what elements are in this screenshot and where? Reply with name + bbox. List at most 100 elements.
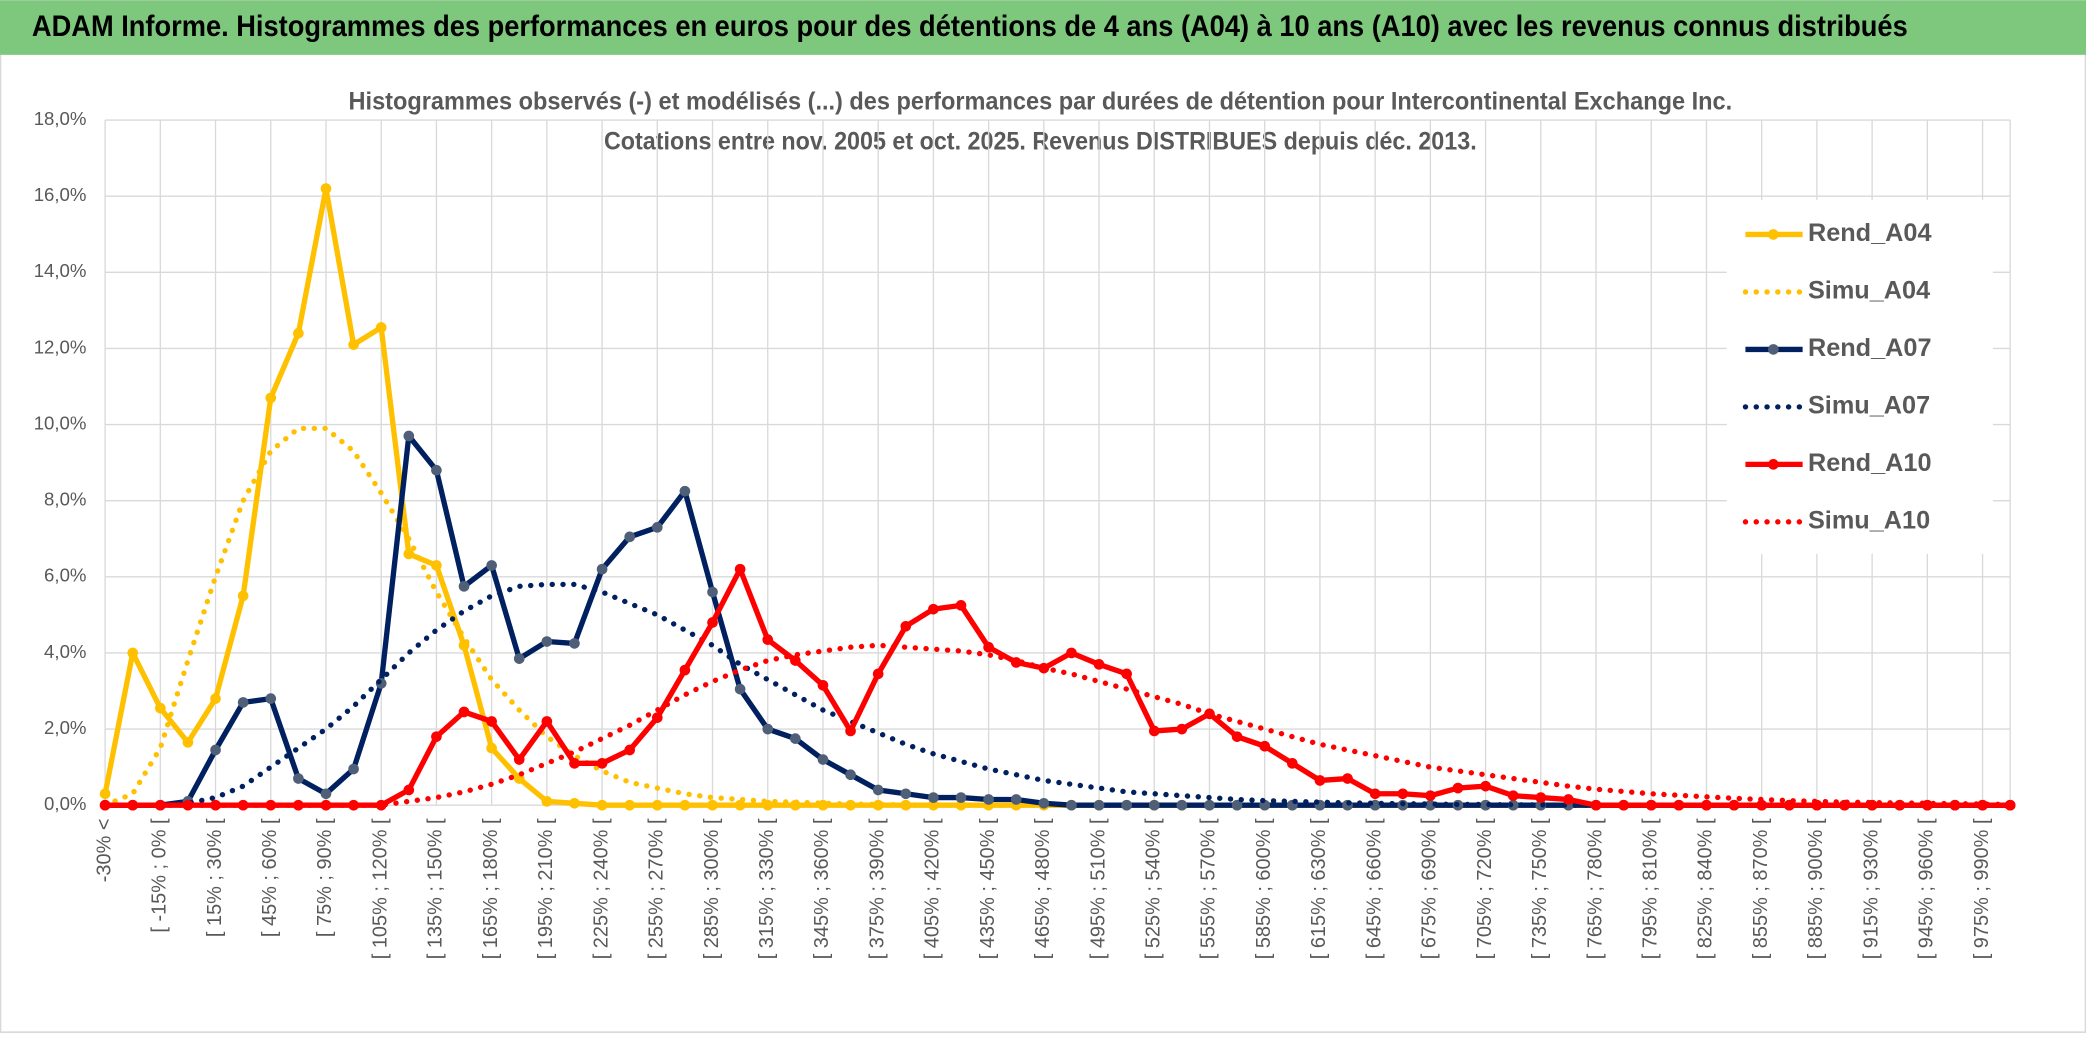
- data-point: [486, 742, 497, 754]
- y-tick-label: 14,0%: [34, 260, 87, 281]
- legend-marker: [1768, 344, 1779, 355]
- data-point: [265, 693, 277, 704]
- data-point: [293, 773, 304, 784]
- data-point: [541, 796, 553, 807]
- data-point: [1425, 790, 1436, 801]
- x-tick-label: [ 825% ; 840% [: [1695, 818, 1717, 959]
- data-point: [513, 653, 525, 664]
- x-tick-label: [ 525% ; 540% [: [1143, 818, 1165, 959]
- data-point: [513, 754, 525, 765]
- data-point: [403, 430, 415, 442]
- chart-subtitle: Cotations entre nov. 2005 et oct. 2025. …: [604, 127, 1477, 155]
- legend-label: Rend_A10: [1808, 449, 1932, 477]
- y-tick-label: 12,0%: [34, 336, 87, 357]
- data-point: [596, 799, 608, 811]
- data-point: [431, 464, 442, 476]
- data-point: [320, 799, 332, 811]
- data-point: [845, 725, 856, 737]
- data-point: [955, 799, 967, 811]
- y-tick-label: 10,0%: [34, 412, 87, 433]
- data-point: [928, 792, 939, 803]
- x-tick-label: [ 405% ; 420% [: [922, 818, 944, 959]
- x-tick-label: [ 915% ; 930% [: [1860, 818, 1882, 959]
- data-point: [1066, 647, 1077, 659]
- x-tick-label: [ 195% ; 210% [: [535, 818, 557, 959]
- data-point: [348, 763, 359, 775]
- data-point: [1231, 799, 1243, 811]
- header-title: ADAM Informe. Histogrammes des performan…: [32, 11, 1908, 43]
- data-point: [734, 563, 746, 575]
- legend-label: Simu_A10: [1808, 506, 1930, 534]
- data-point: [734, 799, 746, 811]
- legend: Rend_A04 Simu_A04 Rend_A07 Simu_A07 Rend_A10…: [1726, 199, 1993, 554]
- data-point: [762, 723, 774, 735]
- data-point: [1314, 775, 1326, 786]
- x-tick-label: [ 75% ; 90% [: [314, 818, 336, 937]
- data-point: [99, 788, 111, 800]
- data-point: [679, 485, 691, 497]
- x-tick-label: [ 675% ; 690% [: [1419, 818, 1441, 959]
- x-tick-label: [ 345% ; 360% [: [811, 818, 833, 959]
- data-point: [210, 744, 221, 756]
- data-point: [1286, 757, 1298, 769]
- data-point: [955, 600, 967, 611]
- data-point: [596, 757, 608, 769]
- data-point: [265, 392, 277, 404]
- data-point: [596, 563, 608, 575]
- data-point: [1728, 799, 1740, 811]
- data-point: [1507, 790, 1519, 801]
- chart-title: Histogrammes observés (-) et modélisés (…: [349, 87, 1733, 115]
- data-point: [182, 799, 194, 811]
- data-point: [624, 799, 636, 811]
- x-tick-label: [ 795% ; 810% [: [1640, 818, 1662, 959]
- data-point: [458, 706, 470, 718]
- series-line: [105, 566, 2011, 808]
- data-point: [1590, 799, 1602, 811]
- x-tick-label: -30% <: [93, 818, 115, 882]
- data-point: [762, 634, 774, 645]
- x-tick-label: [ 105% ; 120% [: [369, 818, 391, 959]
- data-point: [375, 322, 387, 333]
- y-tick-label: 0,0%: [44, 793, 86, 814]
- legend-label: Simu_A07: [1808, 392, 1930, 420]
- data-point: [1452, 782, 1464, 794]
- x-tick-label: [ 255% ; 270% [: [646, 818, 668, 959]
- data-point: [1148, 799, 1160, 811]
- legend-label: Simu_A04: [1808, 277, 1930, 305]
- data-point: [127, 647, 139, 659]
- data-point: [569, 638, 580, 649]
- x-tick-label: [ 705% ; 720% [: [1474, 818, 1496, 959]
- data-point: [1397, 788, 1409, 800]
- data-point: [1645, 799, 1657, 811]
- x-tick-label: [ 975% ; 990% [: [1971, 818, 1993, 959]
- x-tick-label: [ 375% ; 390% [: [866, 818, 888, 959]
- data-point: [845, 769, 856, 781]
- x-tick-label: [ 885% ; 900% [: [1805, 818, 1827, 959]
- data-point: [1369, 788, 1381, 800]
- data-point: [541, 716, 553, 727]
- data-point: [651, 799, 663, 811]
- data-point: [1259, 740, 1271, 752]
- x-tick-label: [ 615% ; 630% [: [1308, 818, 1330, 959]
- data-point: [1673, 799, 1685, 811]
- data-point: [872, 668, 884, 680]
- y-tick-label: 8,0%: [44, 489, 86, 510]
- data-point: [348, 339, 359, 350]
- data-point: [293, 327, 304, 339]
- data-point: [210, 693, 221, 704]
- data-point: [624, 744, 636, 756]
- data-point: [265, 799, 277, 811]
- data-point: [403, 784, 415, 796]
- x-tick-label: [ 285% ; 300% [: [701, 818, 723, 959]
- legend-label: Rend_A07: [1808, 334, 1932, 362]
- header-bar: [0, 0, 2086, 55]
- y-tick-label: 18,0%: [34, 108, 87, 129]
- data-point: [320, 788, 332, 800]
- data-point: [1148, 725, 1160, 737]
- data-point: [900, 788, 912, 800]
- data-point: [154, 702, 166, 714]
- data-point: [817, 679, 829, 691]
- data-point: [182, 737, 194, 748]
- x-tick-label: [ 135% ; 150% [: [425, 818, 447, 959]
